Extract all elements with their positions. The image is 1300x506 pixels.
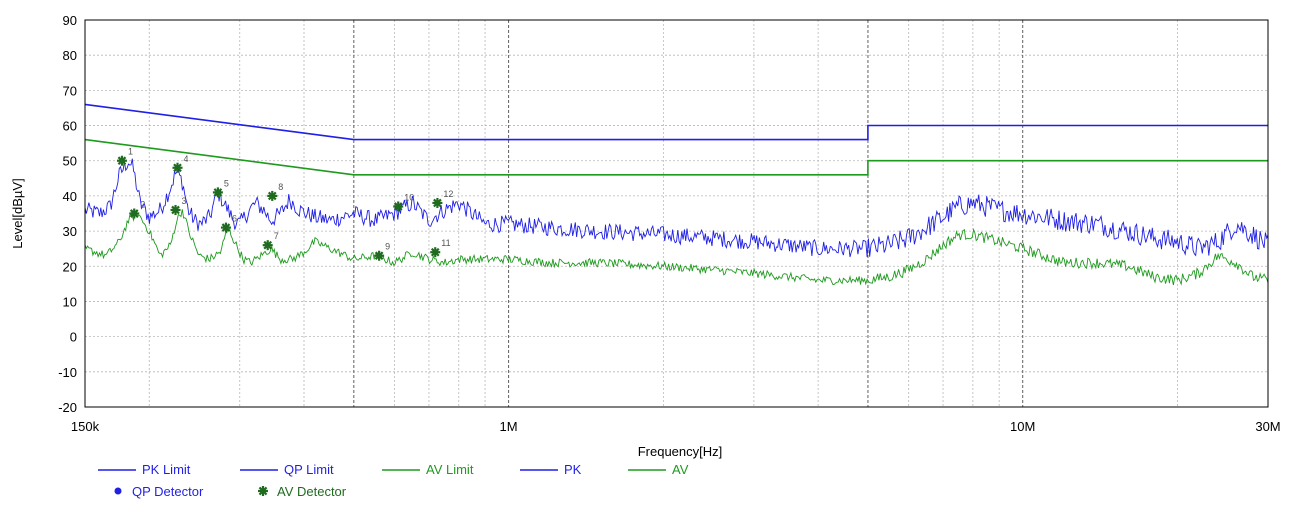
star-stroke — [213, 188, 223, 197]
av-detector-marker: 5 — [212, 178, 229, 198]
av-detector-marker: 12 — [432, 189, 453, 208]
series-av-limit — [84, 138, 1268, 176]
legend-label: AV — [672, 462, 689, 477]
marker-label: 2 — [140, 200, 145, 210]
x-tick-label: 30M — [1255, 419, 1280, 434]
star-stroke — [129, 209, 139, 218]
legend-item: AV Detector — [258, 484, 347, 499]
legend-label: QP Limit — [284, 462, 334, 477]
y-tick-label: 50 — [63, 154, 77, 169]
marker-label: 3 — [182, 196, 187, 206]
av-detector-marker: 4 — [172, 154, 189, 173]
y-axis-label: Level[dBµV] — [10, 178, 25, 248]
tick-layer: -20 -10 0 10 20 30 40 50 60 70 80 90 150k 1M 10M 30M — [58, 13, 1280, 434]
legend-item: PK — [520, 462, 582, 477]
legend-item: AV — [628, 462, 689, 477]
star-stroke — [267, 191, 277, 201]
series-qp-limit — [84, 103, 1268, 141]
marker-label: 4 — [184, 154, 189, 164]
legend-label: QP Detector — [132, 484, 204, 499]
series-pk — [84, 158, 1269, 258]
star-stroke — [374, 251, 384, 261]
legend-item: AV Limit — [382, 462, 474, 477]
av-detector-marker: 8 — [267, 182, 283, 201]
marker-label: 9 — [385, 242, 390, 252]
y-tick-label: -10 — [58, 365, 77, 380]
series-layer — [84, 103, 1269, 286]
x-tick-label: 1M — [500, 419, 518, 434]
av-detector-marker: 10 — [393, 192, 414, 212]
marker-label: 6 — [232, 214, 237, 224]
star-stroke — [221, 223, 231, 232]
legend-item: PK Limit — [98, 462, 191, 477]
av-detector-marker: 6 — [220, 214, 237, 233]
y-tick-label: 20 — [63, 259, 77, 274]
legend-label: PK — [564, 462, 582, 477]
legend-label: PK Limit — [142, 462, 191, 477]
y-tick-label: 60 — [63, 119, 77, 134]
marker-label: 10 — [404, 192, 414, 202]
legend: PK Limit QP Limit AV Limit PK AV QP Detector A… — [98, 462, 689, 499]
legend-dot-swatch — [114, 487, 122, 495]
star-stroke — [117, 156, 127, 166]
av-detector-marker: 11 — [430, 238, 451, 258]
av-detector-marker: 2 — [129, 200, 145, 219]
marker-label: 8 — [278, 182, 283, 192]
star-stroke — [173, 163, 182, 173]
x-tick-label: 10M — [1010, 419, 1035, 434]
series-av — [84, 209, 1269, 286]
av-detector-marker: 3 — [170, 196, 187, 215]
legend-label: AV Detector — [277, 484, 347, 499]
av-detector-marker: 1 — [116, 147, 133, 166]
legend-item: QP Detector — [114, 484, 204, 499]
marker-label: 1 — [128, 147, 133, 157]
av-detector-marker: 7 — [262, 231, 279, 251]
y-tick-label: 30 — [63, 224, 77, 239]
marker-label: 12 — [443, 189, 453, 199]
x-axis-label: Frequency[Hz] — [638, 444, 723, 459]
y-tick-label: 80 — [63, 48, 77, 63]
legend-item: QP Limit — [240, 462, 334, 477]
av-detector-marker: 9 — [374, 242, 390, 261]
y-tick-label: 40 — [63, 189, 77, 204]
star-stroke — [258, 486, 268, 496]
star-stroke — [393, 202, 403, 211]
y-tick-label: 90 — [63, 13, 77, 28]
marker-label: 11 — [441, 238, 450, 248]
legend-label: AV Limit — [426, 462, 474, 477]
y-tick-label: -20 — [58, 400, 77, 415]
y-tick-label: 0 — [70, 330, 77, 345]
y-tick-label: 70 — [63, 83, 77, 98]
y-tick-label: 10 — [63, 294, 77, 309]
star-stroke — [263, 240, 273, 250]
star-stroke — [171, 205, 180, 215]
x-tick-label: 150k — [71, 419, 100, 434]
marker-label: 7 — [274, 231, 279, 241]
plot-frame — [84, 19, 1269, 408]
star-stroke — [430, 247, 440, 257]
star-stroke — [433, 198, 442, 208]
marker-label: 5 — [224, 178, 229, 188]
